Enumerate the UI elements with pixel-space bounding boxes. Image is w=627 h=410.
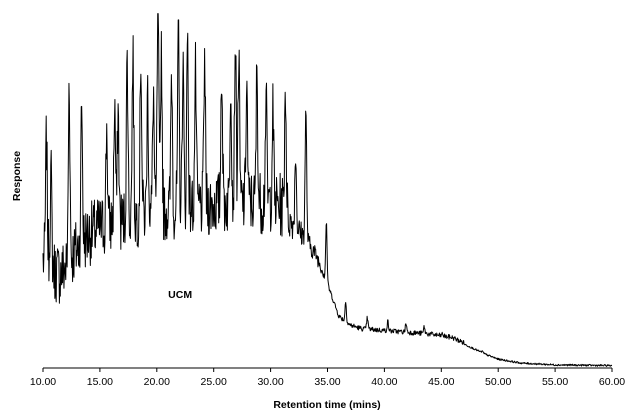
- x-tick-label: 55.00: [542, 376, 568, 388]
- x-tick-label: 50.00: [485, 376, 511, 388]
- x-tick-label: 45.00: [428, 376, 454, 388]
- series-line: [42, 13, 613, 367]
- x-axis-title: Retention time (mins): [273, 399, 380, 410]
- trace-layer: [42, 13, 613, 367]
- x-tick-label: 60.00: [599, 376, 625, 388]
- x-tick-label: 35.00: [314, 376, 340, 388]
- ucm-annotation: UCM: [168, 289, 192, 301]
- x-tick-label: 10.00: [30, 376, 56, 388]
- x-tick-label: 25.00: [201, 376, 227, 388]
- x-tick-label: 20.00: [144, 376, 170, 388]
- x-tick-labels: 10.00 15.00 20.00 25.00 30.00 35.00 40.00 45.00…: [30, 376, 625, 388]
- x-tick-label: 40.00: [371, 376, 397, 388]
- x-tick-label: 15.00: [87, 376, 113, 388]
- x-axis: [42, 367, 613, 372]
- y-axis-title: Response: [11, 151, 23, 201]
- x-tick-label: 30.00: [257, 376, 283, 388]
